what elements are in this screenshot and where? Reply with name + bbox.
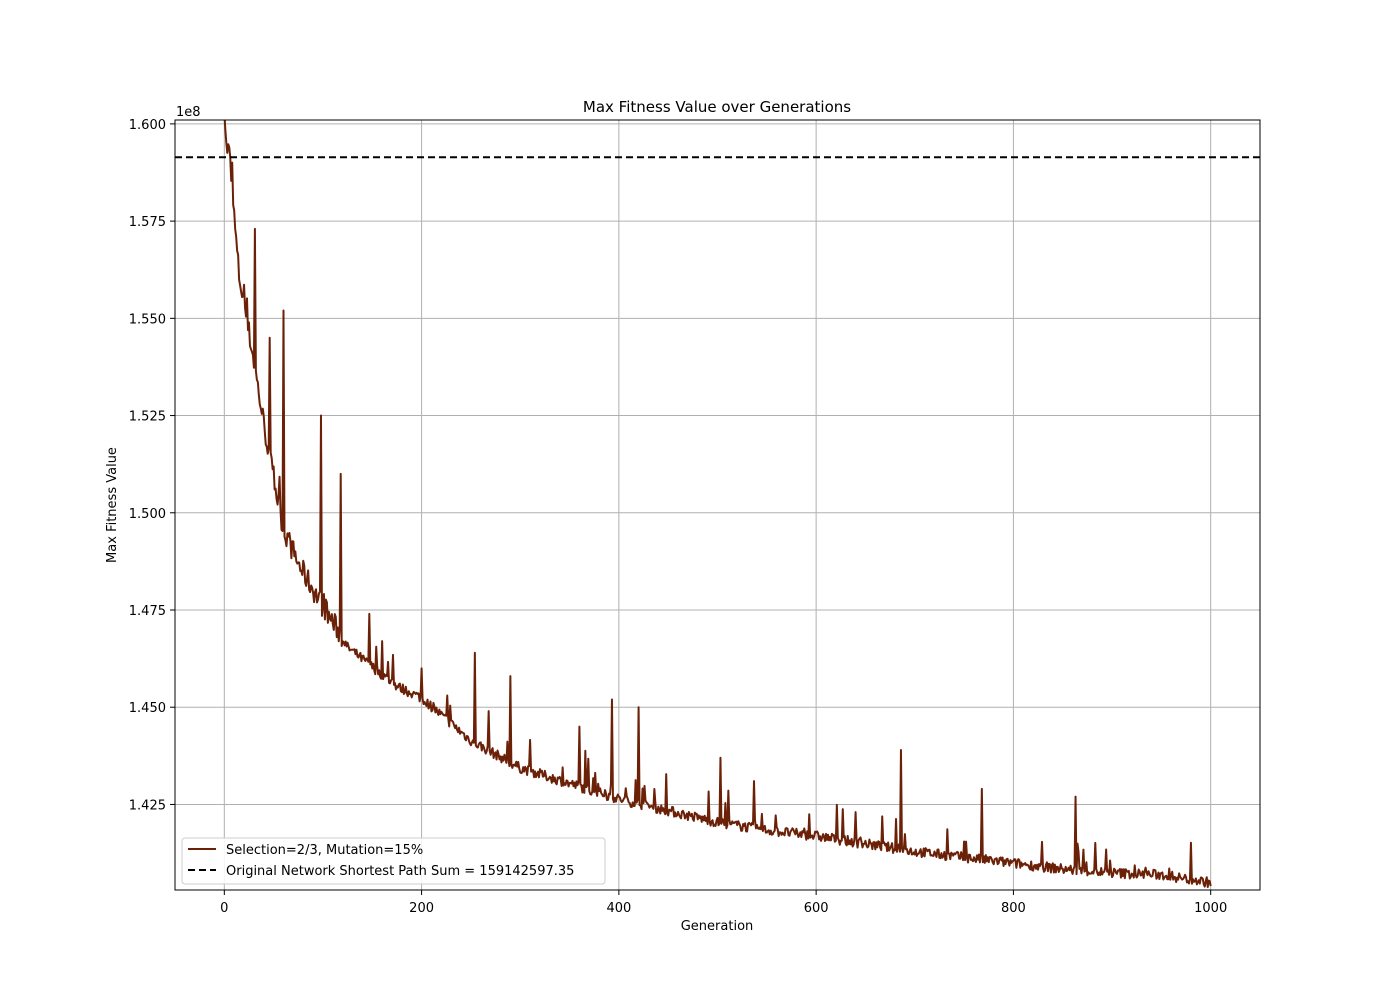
x-tick-label: 0 (220, 901, 228, 916)
plot-frame (174, 119, 1261, 891)
legend-entry-fitness: Selection=2/3, Mutation=15% (226, 843, 423, 858)
y-tick-label: 1.550 (129, 312, 166, 327)
x-axis-ticks: 0 200 400 600 800 1000 (220, 890, 1227, 916)
x-tick-label: 400 (606, 901, 631, 916)
x-tick-label: 1000 (1194, 901, 1227, 916)
chart-title: Max Fitness Value over Generations (583, 98, 851, 116)
fitness-series-line (223, 120, 1212, 889)
grid-x (223, 120, 1212, 890)
y-tick-label: 1.575 (129, 215, 166, 230)
legend: Selection=2/3, Mutation=15% Original Net… (181, 837, 606, 885)
x-tick-label: 600 (804, 901, 829, 916)
y-tick-label: 1.450 (129, 701, 166, 716)
grid-y (175, 123, 1260, 805)
y-tick-label: 1.475 (129, 604, 166, 619)
y-tick-label: 1.500 (129, 507, 166, 522)
x-tick-label: 800 (1001, 901, 1026, 916)
y-tick-label: 1.600 (129, 118, 166, 133)
y-axis-label: Max Fitness Value (105, 447, 120, 563)
legend-box (181, 837, 606, 885)
legend-entry-baseline: Original Network Shortest Path Sum = 159… (226, 864, 574, 879)
y-axis-ticks: 1.425 1.450 1.475 1.500 1.525 1.550 1.575 1.600 (129, 118, 175, 813)
x-axis-label: Generation (681, 919, 754, 934)
y-tick-label: 1.425 (129, 798, 166, 813)
y-tick-label: 1.525 (129, 410, 166, 425)
x-tick-label: 200 (409, 901, 434, 916)
y-axis-offset-label: 1e8 (176, 105, 201, 120)
